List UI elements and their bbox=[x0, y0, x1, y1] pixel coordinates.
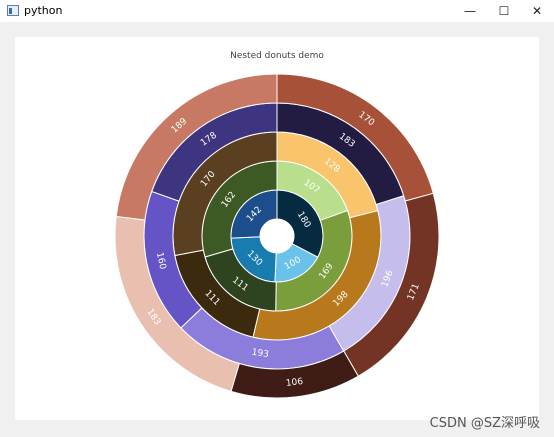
title-bar: python — ☐ ✕ bbox=[0, 0, 554, 22]
chart-view: Nested donuts demo 180 100 130 142 107 169 111… bbox=[15, 37, 539, 420]
ring-4-label-3: 193 bbox=[251, 348, 269, 360]
window-title: python bbox=[24, 4, 63, 17]
close-button[interactable]: ✕ bbox=[531, 4, 543, 18]
donut-rings: 1801001301421071691111621281981111701831… bbox=[114, 73, 440, 399]
ring-4-label-4: 160 bbox=[154, 251, 167, 270]
ring-5-label-3: 106 bbox=[285, 377, 304, 389]
app-icon bbox=[7, 5, 19, 16]
maximize-button[interactable]: ☐ bbox=[498, 4, 510, 18]
ring-5-slice-5 bbox=[115, 73, 278, 221]
nested-donut-chart: Nested donuts demo 180100130142107169111… bbox=[114, 51, 440, 399]
chart-title: Nested donuts demo bbox=[230, 51, 324, 61]
center-hole bbox=[260, 219, 294, 253]
watermark: CSDN @SZ深呼吸 bbox=[429, 416, 540, 431]
minimize-button[interactable]: — bbox=[464, 4, 476, 18]
